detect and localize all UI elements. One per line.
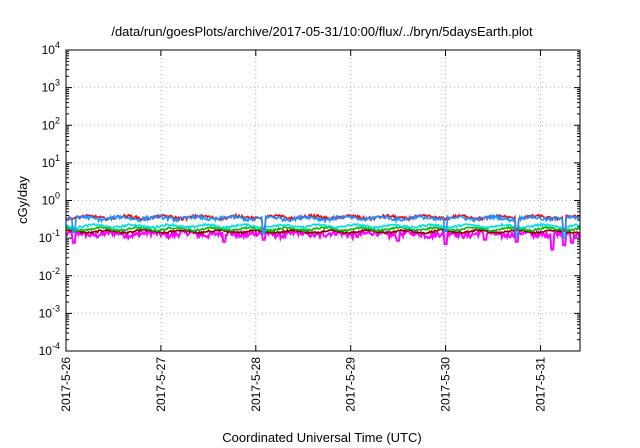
x-tick-label: 2017-5-26 xyxy=(59,357,73,412)
series-line xyxy=(65,222,581,236)
x-axis-label: Coordinated Universal Time (UTC) xyxy=(222,430,421,445)
y-tick-label: 102 xyxy=(42,115,60,132)
y-tick-label: 10-2 xyxy=(39,266,60,283)
y-tick-label: 10-1 xyxy=(39,228,60,245)
plot-frame xyxy=(65,49,581,352)
series-line xyxy=(65,213,580,239)
y-tick-labels: 10-4 10-3 10-2 10-1 100 101 102 103 104 xyxy=(39,40,60,358)
chart-title: /data/run/goesPlots/archive/2017-05-31/1… xyxy=(111,24,533,39)
y-tick-label: 104 xyxy=(42,40,60,57)
y-tick-label: 10-3 xyxy=(39,303,60,320)
y-tick-label: 103 xyxy=(42,78,60,95)
x-tick-labels: 2017-5-26 2017-5-27 2017-5-28 2017-5-29 2017… xyxy=(59,357,547,412)
grid-lines xyxy=(65,49,580,352)
x-tick-label: 2017-5-27 xyxy=(154,357,168,412)
series-lines xyxy=(65,212,581,251)
y-tick-label: 101 xyxy=(42,153,60,170)
y-tick-label: 10-4 xyxy=(39,341,60,358)
x-tick-label: 2017-5-28 xyxy=(249,357,263,412)
series-line xyxy=(65,227,581,251)
x-tick-label: 2017-5-29 xyxy=(344,357,358,412)
series-line xyxy=(65,228,581,236)
x-tick-label: 2017-5-31 xyxy=(533,357,547,412)
x-tick-label: 2017-5-30 xyxy=(439,357,453,412)
series-line xyxy=(65,225,581,233)
y-axis-label: cGy/day xyxy=(15,176,30,224)
y-tick-label: 100 xyxy=(42,191,60,208)
